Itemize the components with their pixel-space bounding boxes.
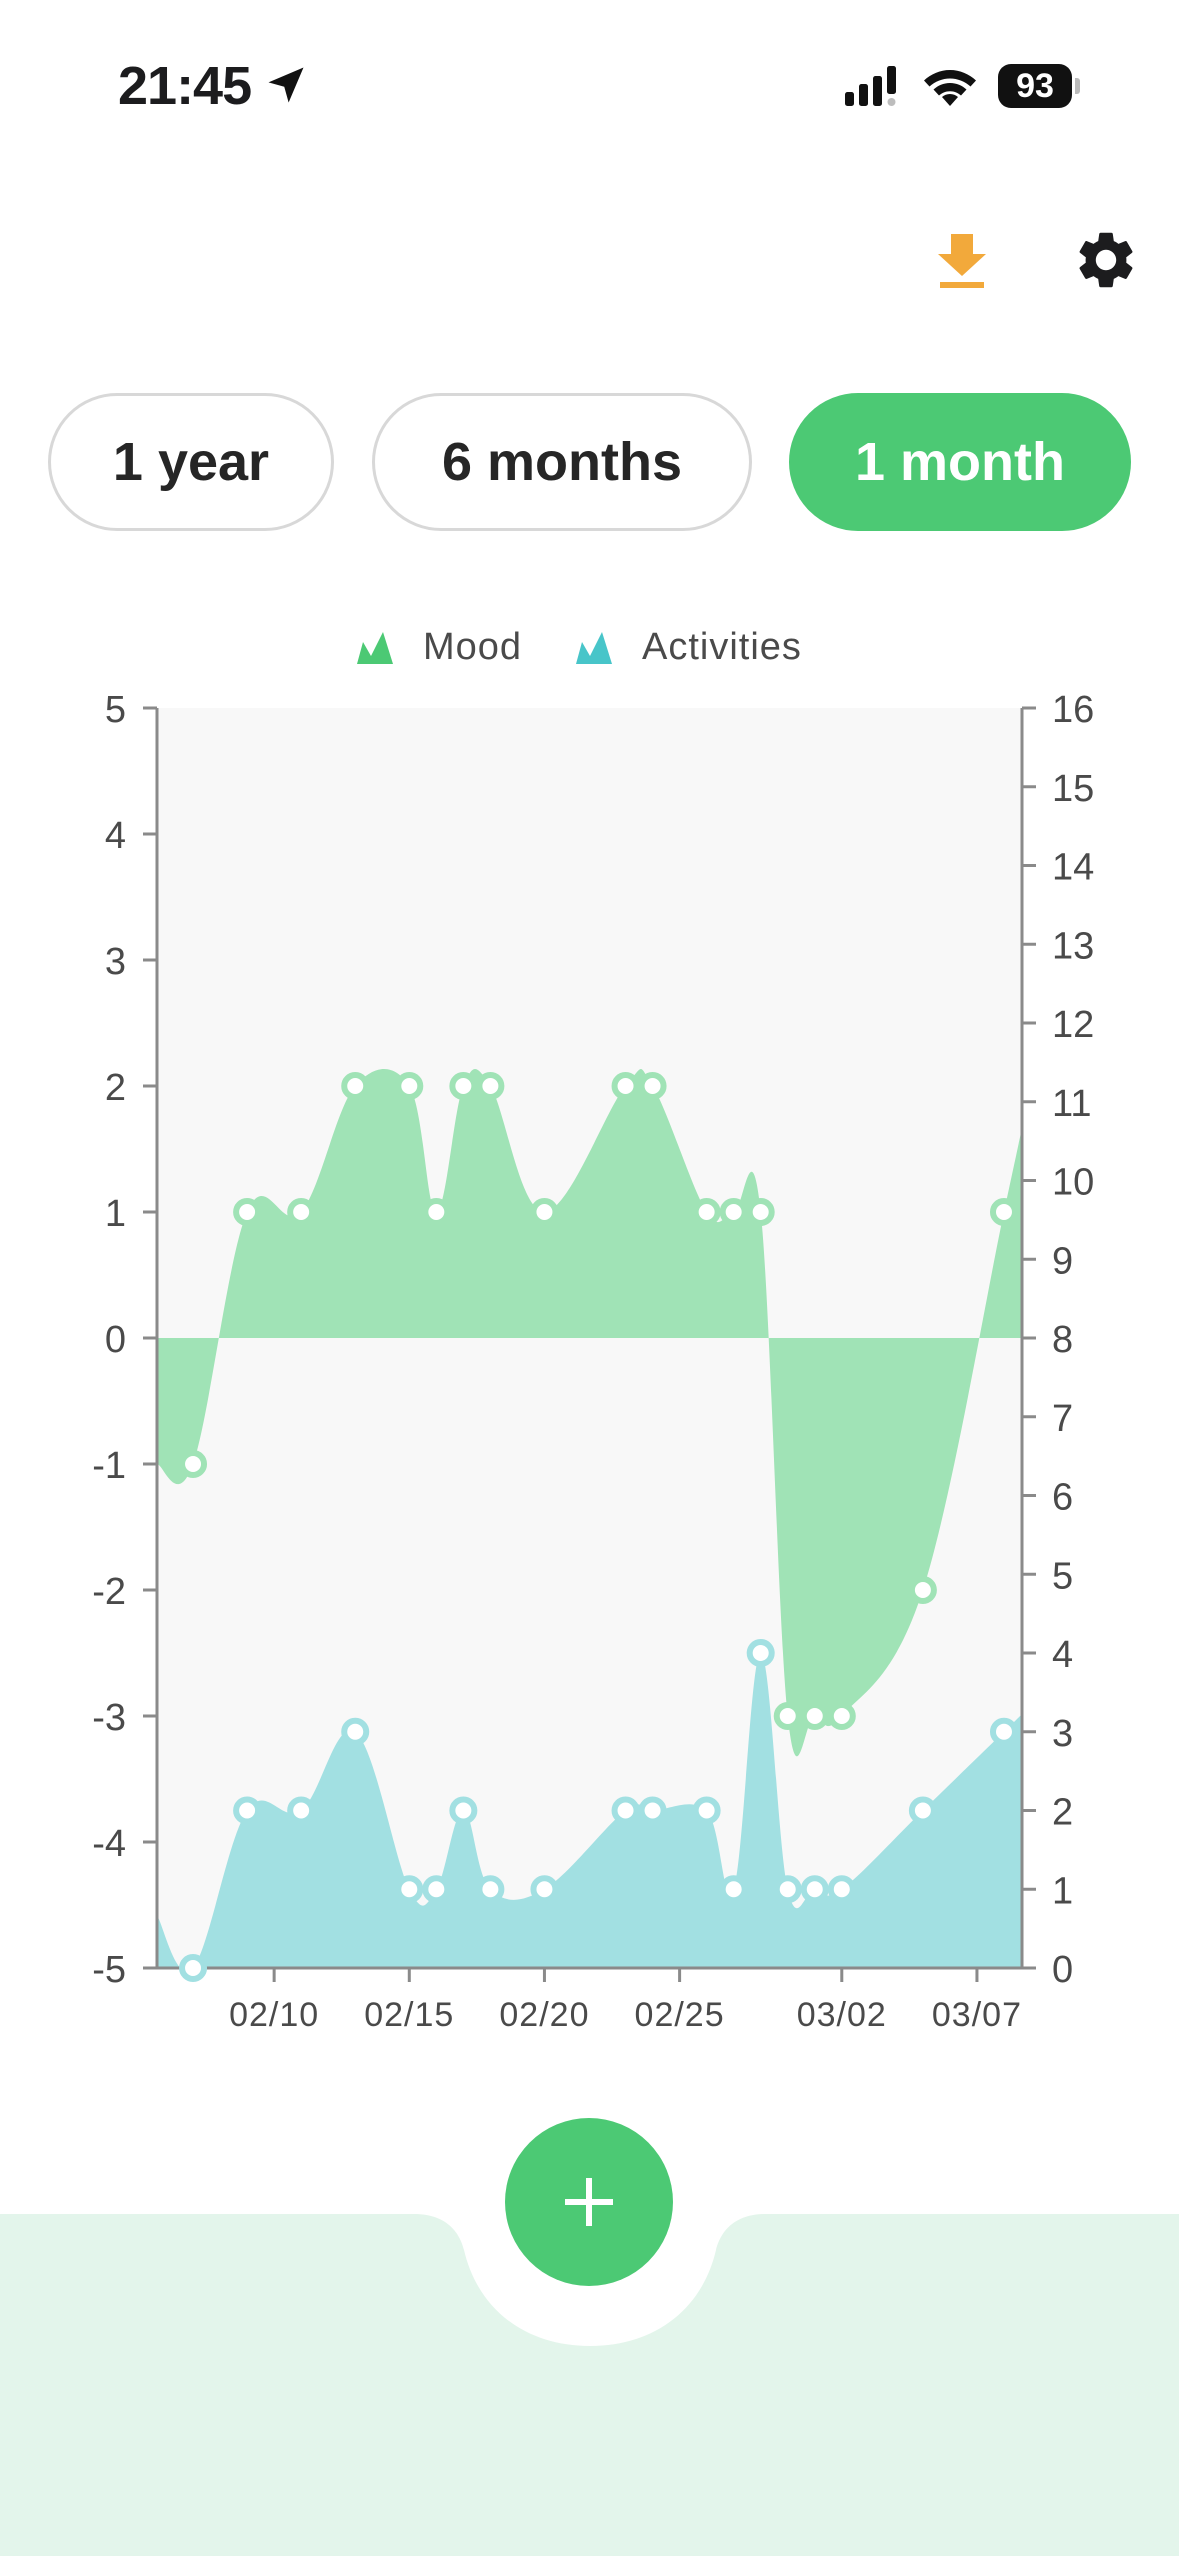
legend-mood-label: Mood — [423, 626, 522, 668]
range-6-months-button[interactable]: 6 months — [372, 393, 752, 531]
point-activities — [341, 1717, 370, 1746]
y-right-tick-label: 3 — [1052, 1713, 1073, 1755]
plot-areas — [157, 1068, 1022, 1968]
point-mood — [287, 1198, 316, 1226]
point-mood — [827, 1702, 856, 1730]
point-activities — [449, 1796, 478, 1825]
point-activities — [827, 1875, 856, 1904]
range-1-month-button[interactable]: 1 month — [789, 393, 1131, 531]
add-entry-button[interactable] — [505, 2118, 673, 2286]
x-tick-label: 02/15 — [364, 1996, 454, 2034]
y-left-tick-label: 1 — [105, 1193, 126, 1235]
point-mood — [395, 1072, 424, 1100]
point-activities — [422, 1875, 451, 1904]
x-tick-label: 02/25 — [635, 1996, 725, 2034]
y-right-tick-label: 14 — [1052, 847, 1094, 889]
legend-mood: Mood — [357, 626, 522, 668]
y-left-tick-label: 2 — [105, 1067, 126, 1109]
y-left-tick-label: -3 — [92, 1697, 126, 1739]
point-activities — [719, 1875, 748, 1904]
y-right-tick-label: 6 — [1052, 1477, 1073, 1519]
y-left-tick-label: -1 — [92, 1445, 126, 1487]
point-mood — [989, 1198, 1018, 1226]
legend-mood-icon — [357, 632, 393, 664]
y-right-tick-label: 8 — [1052, 1319, 1073, 1361]
y-left-tick-label: -2 — [92, 1571, 126, 1613]
y-right-tick-label: 15 — [1052, 768, 1094, 810]
y-right-tick-label: 9 — [1052, 1240, 1073, 1282]
wifi-icon — [924, 70, 976, 106]
point-activities — [476, 1875, 505, 1904]
point-mood — [773, 1702, 802, 1730]
y-left-tick-label: 4 — [105, 815, 126, 857]
point-mood — [449, 1072, 478, 1100]
battery-level: 93 — [998, 64, 1072, 108]
bottom-bar-background — [0, 2214, 1179, 2556]
point-mood — [611, 1072, 640, 1100]
point-mood — [638, 1072, 667, 1100]
point-activities — [611, 1796, 640, 1825]
point-activities — [800, 1875, 829, 1904]
point-mood — [908, 1576, 937, 1604]
point-mood — [800, 1702, 829, 1730]
y-right-tick-label: 2 — [1052, 1792, 1073, 1834]
point-mood — [719, 1198, 748, 1226]
status-time: 21:45 — [118, 56, 252, 116]
battery-indicator: 93 — [998, 64, 1080, 108]
legend-activities: Activities — [576, 626, 802, 668]
y-right-tick-label: 1 — [1052, 1870, 1073, 1912]
x-tick-label: 03/07 — [932, 1996, 1022, 2034]
point-mood — [341, 1072, 370, 1100]
y-right-tick-label: 0 — [1052, 1949, 1073, 1991]
gear-icon[interactable] — [1072, 226, 1140, 294]
x-tick-label: 03/02 — [797, 1996, 887, 2034]
point-activities — [773, 1875, 802, 1904]
status-bar: 21:45 93 — [0, 0, 1179, 170]
y-right-tick-label: 4 — [1052, 1634, 1073, 1676]
point-activities — [395, 1875, 424, 1904]
point-mood — [476, 1072, 505, 1100]
y-right-tick-label: 12 — [1052, 1004, 1094, 1046]
point-activities — [638, 1796, 667, 1825]
battery-tip — [1075, 78, 1080, 94]
plus-icon — [565, 2178, 613, 2226]
y-left-tick-label: -4 — [92, 1823, 126, 1865]
point-activities — [989, 1717, 1018, 1746]
point-mood — [530, 1198, 559, 1226]
x-tick-label: 02/10 — [229, 1996, 319, 2034]
y-left-tick-label: 3 — [105, 941, 126, 983]
y-right-tick-label: 5 — [1052, 1555, 1073, 1597]
mood-activities-chart: 543210-1-2-3-4-5161514131211109876543210… — [92, 626, 1094, 2034]
point-activities — [692, 1796, 721, 1825]
point-activities — [746, 1639, 775, 1667]
y-right-tick-label: 11 — [1052, 1083, 1091, 1125]
point-mood — [422, 1198, 451, 1226]
x-tick-label: 02/20 — [499, 1996, 589, 2034]
area-activities — [157, 1653, 1022, 1968]
y-left-tick-label: 0 — [105, 1319, 126, 1361]
download-icon[interactable] — [930, 228, 994, 292]
point-activities — [287, 1796, 316, 1825]
point-mood — [179, 1450, 208, 1478]
point-activities — [530, 1875, 559, 1904]
y-right-tick-label: 13 — [1052, 925, 1094, 967]
bottom-bar — [0, 2214, 1179, 2556]
point-activities — [233, 1796, 262, 1825]
location-arrow-icon — [268, 67, 304, 103]
legend-activities-icon — [576, 632, 612, 664]
point-mood — [233, 1198, 262, 1226]
point-activities — [908, 1796, 937, 1825]
y-right-tick-label: 10 — [1052, 1162, 1094, 1204]
point-activities — [179, 1954, 208, 1982]
point-mood — [692, 1198, 721, 1226]
y-right-tick-label: 16 — [1052, 689, 1094, 731]
area-mood — [157, 1068, 1022, 1757]
y-right-tick-label: 7 — [1052, 1398, 1073, 1440]
cellular-signal-icon — [845, 66, 896, 106]
range-1-year-button[interactable]: 1 year — [48, 393, 334, 531]
y-left-tick-label: 5 — [105, 689, 126, 731]
y-left-tick-label: -5 — [92, 1949, 126, 1991]
legend-activities-label: Activities — [642, 626, 802, 668]
point-mood — [746, 1198, 775, 1226]
